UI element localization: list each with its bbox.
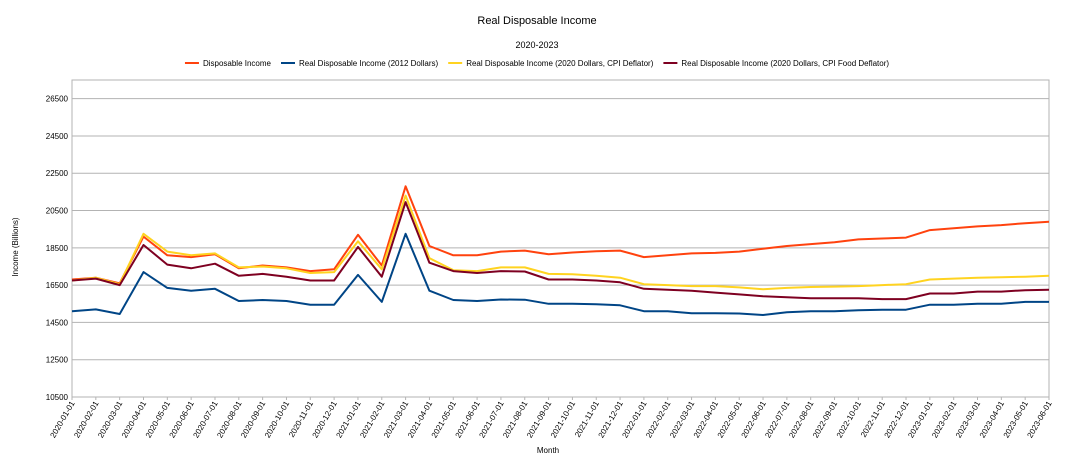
series-line-1	[71, 185, 1050, 285]
x-axis: 2020-01-012020-02-012020-03-012020-04-01…	[48, 397, 1054, 439]
y-tick-label: 18500	[46, 244, 69, 253]
y-tick-label: 24500	[46, 132, 69, 141]
legend-label: Real Disposable Income (2020 Dollars, CP…	[466, 59, 654, 68]
x-axis-title: Month	[537, 446, 559, 455]
chart-subtitle: 2020-2023	[515, 40, 558, 50]
chart-legend: Disposable Income Real Disposable Income …	[184, 59, 889, 68]
plot-area	[71, 79, 1050, 398]
series-line-2	[71, 232, 1049, 316]
legend-label: Real Disposable Income (2020 Dollars, CP…	[681, 59, 889, 68]
grid-lines	[72, 98, 1049, 398]
series-line-4	[71, 201, 1050, 301]
y-tick-label: 12500	[46, 356, 69, 365]
y-tick-label: 10500	[46, 393, 69, 402]
legend-item-2: Real Disposable Income (2012 Dollars)	[281, 59, 439, 68]
chart-title: Real Disposable Income	[477, 15, 596, 27]
series-lines	[71, 185, 1050, 316]
x-tick-label: 2023-06-01	[1025, 399, 1054, 439]
legend-item-3: Real Disposable Income (2020 Dollars, CP…	[448, 59, 654, 68]
series-line-3	[71, 194, 1050, 291]
legend-item-1: Disposable Income	[184, 59, 272, 68]
y-tick-label: 14500	[46, 318, 69, 327]
y-axis-title: Income (Billions)	[11, 217, 20, 276]
y-axis: 10500 12500 14500 16500 18500 20500 22500 24500…	[46, 95, 69, 402]
y-tick-label: 26500	[46, 95, 69, 104]
y-tick-label: 22500	[46, 169, 69, 178]
y-tick-label: 16500	[46, 281, 69, 290]
legend-label: Real Disposable Income (2012 Dollars)	[299, 59, 439, 68]
legend-item-4: Real Disposable Income (2020 Dollars, CP…	[663, 59, 889, 68]
legend-label: Disposable Income	[203, 59, 272, 68]
y-tick-label: 20500	[46, 207, 69, 216]
